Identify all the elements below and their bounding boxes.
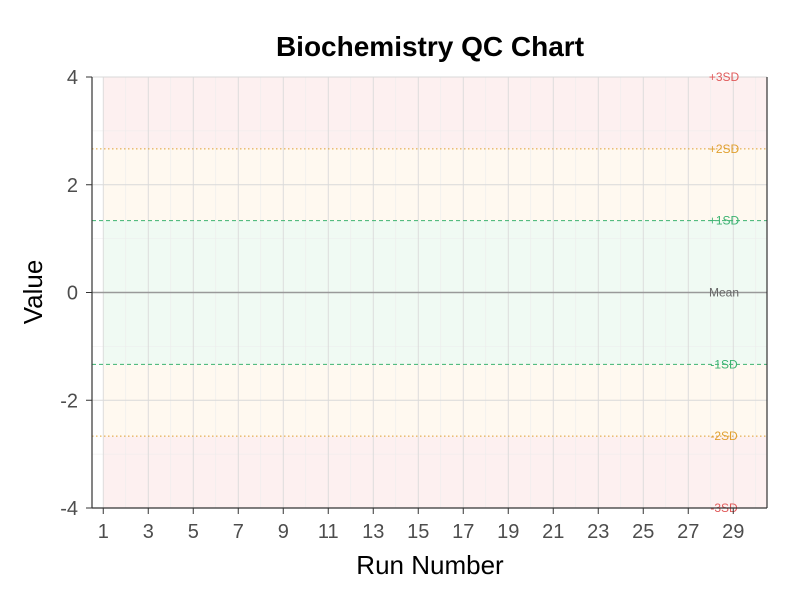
x-axis-label: Run Number [356,550,504,580]
x-tick-label: 29 [722,521,744,543]
control-label-0: +3SD [709,70,740,84]
x-tick-label: 17 [452,521,474,543]
chart-title: Biochemistry QC Chart [276,31,584,62]
control-label-1: +2SD [709,142,740,156]
control-label-4: -1SD [710,357,738,371]
x-tick-label: 27 [677,521,699,543]
x-tick-label: 13 [362,521,384,543]
x-tick-label: 19 [497,521,519,543]
y-axis-label: Value [18,260,48,325]
y-tick-label: 0 [67,283,78,305]
y-tick-label: 2 [67,175,78,197]
y-tick-label: -4 [60,498,78,520]
x-tick-label: 9 [278,521,289,543]
x-tick-label: 25 [632,521,654,543]
x-tick-label: 3 [143,521,154,543]
x-tick-label: 5 [188,521,199,543]
y-tick-label: 4 [67,67,78,89]
x-tick-label: 7 [233,521,244,543]
control-label-3: Mean [709,286,739,300]
x-tick-label: 11 [318,521,339,543]
x-tick-label: 21 [542,521,564,543]
sd-band-0 [103,436,767,508]
x-tick-label: 15 [407,521,429,543]
x-tick-label: 23 [587,521,609,543]
control-label-2: +1SD [709,214,740,228]
control-label-5: -2SD [710,429,738,443]
y-tick-label: -2 [60,390,78,412]
x-tick-label: 1 [98,521,109,543]
sd-band-4 [103,77,767,149]
